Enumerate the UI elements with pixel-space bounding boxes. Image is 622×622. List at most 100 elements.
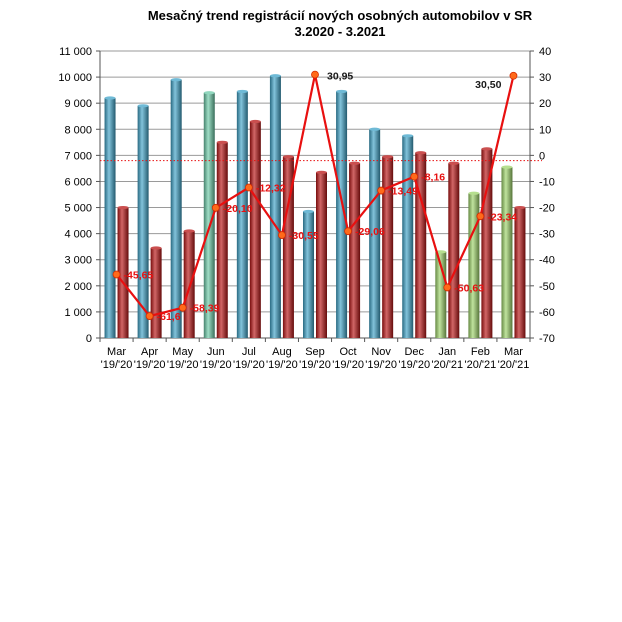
percent-change-label: -50,63 <box>454 282 484 294</box>
right-tick-label: 40 <box>539 46 551 58</box>
bar-current-year-top <box>316 170 327 174</box>
x-month-label: Dec <box>404 346 424 358</box>
percent-change-label: 30,95 <box>327 71 353 83</box>
bar-previous-year <box>336 91 348 338</box>
left-tick-label: 2 000 <box>64 281 92 293</box>
bar-previous-year <box>303 211 314 338</box>
bar-current-year <box>481 148 493 338</box>
percent-change-label: -45,65 <box>124 269 154 281</box>
bar-previous-year-top <box>468 191 480 195</box>
right-tick-label: -30 <box>539 229 555 241</box>
percent-change-point <box>377 186 386 195</box>
bar-current-year <box>117 207 129 338</box>
percent-change-label: -12,32 <box>256 183 286 195</box>
bar-previous-year <box>104 97 116 338</box>
right-tick-label: -60 <box>539 307 555 319</box>
percent-change-point <box>178 303 187 312</box>
bar-current-year-top <box>117 205 129 210</box>
bar-previous-year-top <box>336 89 348 94</box>
bar-previous-year-top <box>137 104 149 108</box>
x-year-label: '19/'20 <box>398 359 430 371</box>
bar-previous-year <box>269 75 281 338</box>
x-year-label: '20/'21 <box>498 359 530 371</box>
bar-previous-year-top <box>402 134 414 138</box>
bar-current-year <box>448 163 460 338</box>
right-tick-label: -70 <box>539 333 555 345</box>
bar-current-year <box>316 172 327 338</box>
x-year-label: '19/'20 <box>332 359 364 371</box>
left-tick-label: 3 000 <box>64 255 92 267</box>
bar-previous-year-top <box>269 74 281 78</box>
left-tick-label: 5 000 <box>64 203 92 215</box>
bar-current-year <box>382 156 394 338</box>
bar-previous-year-top <box>236 89 248 94</box>
percent-change-point <box>145 312 154 320</box>
percent-change-point <box>476 212 485 221</box>
bar-previous-year <box>137 105 149 338</box>
right-tick-label: 30 <box>539 72 551 84</box>
x-month-label: Jan <box>438 346 456 358</box>
left-tick-label: 0 <box>86 333 92 345</box>
bar-current-year-top <box>448 161 460 165</box>
percent-change-label: -29,06 <box>355 226 385 238</box>
percent-change-label: -23,34 <box>487 211 517 223</box>
bar-current-year-top <box>183 229 195 233</box>
bar-current-year <box>183 231 195 338</box>
chart-subtitle: 3.2020 - 3.2021 <box>294 24 386 39</box>
x-month-label: Oct <box>340 346 357 358</box>
x-month-label: Sep <box>305 346 325 358</box>
right-tick-label: -50 <box>539 281 555 293</box>
bar-previous-year <box>203 92 215 338</box>
x-year-label: '19/'20 <box>233 359 265 371</box>
percent-change-point <box>311 70 319 79</box>
percent-change-point <box>410 172 419 181</box>
left-tick-label: 9 000 <box>64 98 92 110</box>
x-month-label: Nov <box>371 346 391 358</box>
percent-change-label: -8,16 <box>421 172 445 184</box>
bar-previous-year-top <box>170 78 182 82</box>
bar-previous-year-top <box>303 209 314 214</box>
bar-current-year-top <box>282 155 294 159</box>
bar-previous-year <box>369 129 381 338</box>
bar-current-year-top <box>382 155 394 159</box>
x-year-label: '19/'20 <box>101 359 133 371</box>
percent-change-label: -61,6 <box>157 311 181 323</box>
left-tick-label: 1 000 <box>64 307 92 319</box>
left-tick-label: 4 000 <box>64 229 92 241</box>
percent-change-label: 30,50 <box>475 79 501 91</box>
percent-change-point <box>211 203 220 212</box>
x-year-label: '19/'20 <box>134 359 166 371</box>
bar-previous-year-top <box>369 127 381 131</box>
x-year-label: '19/'20 <box>365 359 397 371</box>
bar-previous-year <box>501 167 513 338</box>
right-tick-label: 0 <box>539 150 545 162</box>
x-month-label: Jun <box>207 346 225 358</box>
bar-current-year <box>349 163 361 338</box>
x-month-label: Jul <box>242 346 256 358</box>
left-tick-label: 8 000 <box>64 124 92 136</box>
x-year-label: '19/'20 <box>266 359 298 371</box>
bar-current-year-top <box>150 246 162 250</box>
bar-previous-year <box>468 193 480 338</box>
percent-change-point <box>443 283 452 292</box>
bar-previous-year <box>435 251 447 338</box>
bar-current-year <box>150 247 162 338</box>
bar-current-year-top <box>216 140 228 144</box>
bar-current-year-top <box>349 161 361 165</box>
right-tick-label: -40 <box>539 255 555 267</box>
bar-previous-year <box>402 135 414 338</box>
x-month-label: May <box>172 346 193 358</box>
x-year-label: '20/'21 <box>431 359 463 371</box>
right-tick-label: -10 <box>539 176 555 188</box>
chart-title: Mesačný trend registrácií nových osobnýc… <box>147 8 533 23</box>
bar-previous-year-top <box>104 96 116 100</box>
bar-current-year <box>216 142 228 338</box>
bar-current-year-top <box>481 147 493 151</box>
percent-change-point <box>112 270 121 279</box>
x-month-label: Mar <box>107 346 126 358</box>
bar-current-year <box>249 121 261 338</box>
bar-previous-year-top <box>203 91 215 95</box>
x-year-label: '19/'20 <box>299 359 331 371</box>
percent-change-point <box>344 227 352 236</box>
